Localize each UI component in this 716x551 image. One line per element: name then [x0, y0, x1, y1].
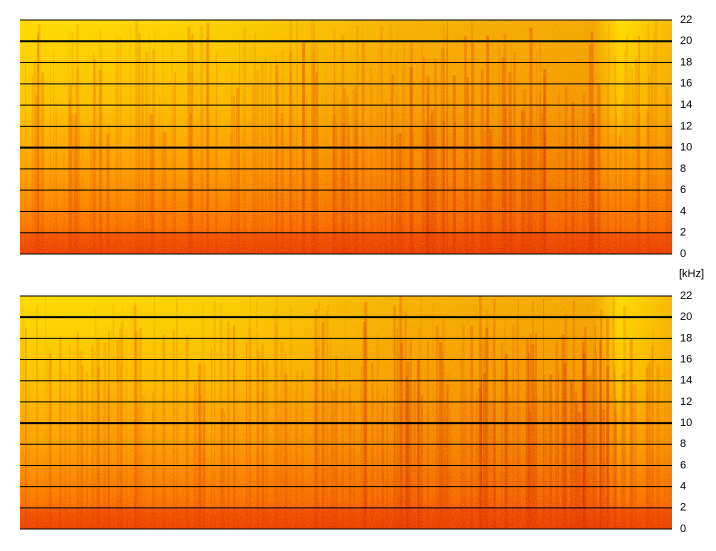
y-tick-label: 8: [680, 163, 686, 175]
y-tick-label: 0: [680, 248, 686, 260]
y-tick-label: 10: [680, 142, 692, 154]
y-tick-label: 2: [680, 227, 686, 239]
y-tick-label: 16: [680, 78, 692, 90]
y-tick-label: 22: [680, 290, 692, 302]
y-tick-label: 14: [680, 99, 692, 111]
y-axis-unit: [kHz]: [679, 268, 704, 280]
y-tick-label: 18: [680, 56, 692, 68]
y-tick-label: 8: [680, 438, 686, 450]
y-tick-label: 0: [680, 523, 686, 535]
y-tick-label: 22: [680, 14, 692, 26]
y-tick-label: 6: [680, 459, 686, 471]
spectrogram-panel: 0 2 4 6 8 10 12 14 16 18 20 22 [kHz]: [20, 14, 704, 280]
y-tick-label: 4: [680, 481, 686, 493]
y-tick-label: 16: [680, 353, 692, 365]
y-tick-label: 20: [680, 35, 692, 47]
y-tick-label: 20: [680, 311, 692, 323]
spectrogram-panel: 0 2 4 6 8 10 12 14 16 18 20 22: [20, 290, 692, 535]
spectrogram-noise: [20, 296, 672, 529]
y-tick-label: 6: [680, 184, 686, 196]
y-tick-label: 2: [680, 502, 686, 514]
y-tick-label: 14: [680, 375, 692, 387]
y-tick-label: 12: [680, 396, 692, 408]
y-tick-label: 18: [680, 332, 692, 344]
spectrogram-noise: [20, 20, 672, 254]
y-tick-label: 12: [680, 120, 692, 132]
y-tick-label: 4: [680, 205, 686, 217]
y-tick-label: 10: [680, 417, 692, 429]
